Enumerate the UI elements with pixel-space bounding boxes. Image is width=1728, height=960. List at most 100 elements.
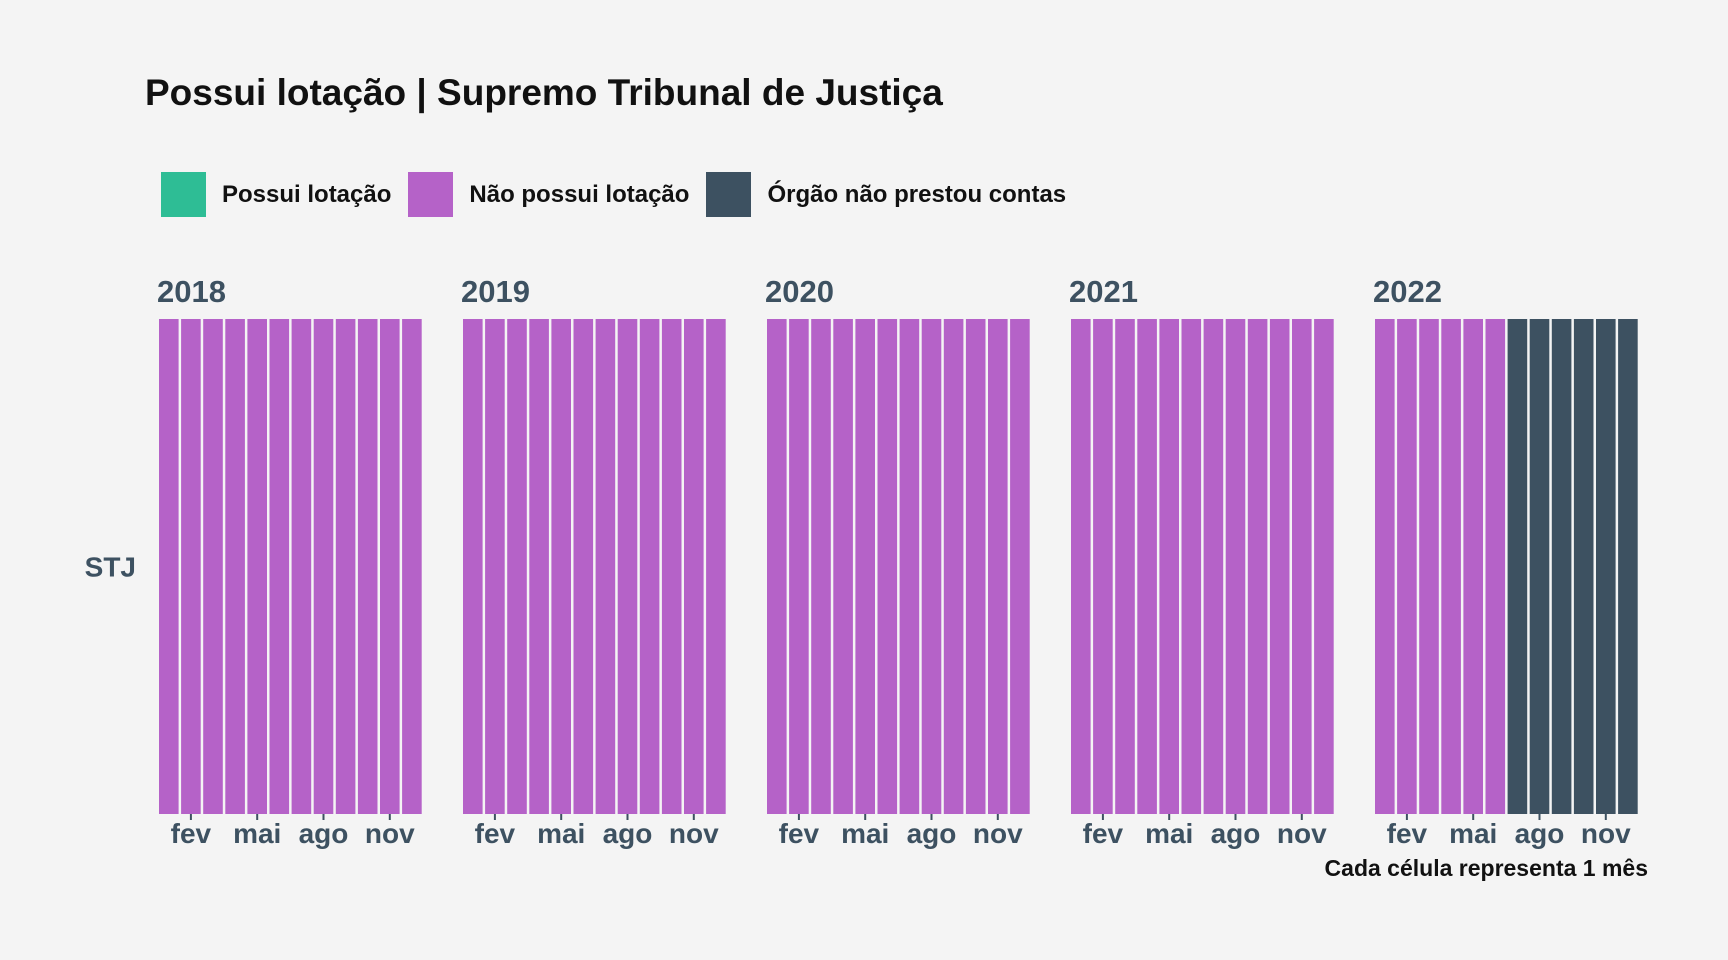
heatmap-cell: 2018 jun: Não possui lotação [269, 319, 290, 814]
heatmap-cell: 2018 out: Não possui lotação [357, 319, 378, 814]
x-tick-label: mai [1145, 818, 1193, 849]
x-tick-label: nov [669, 818, 719, 849]
legend-item-possui-lotacao: Possui lotação [161, 172, 391, 217]
x-tick-label: ago [603, 818, 653, 849]
heatmap-cell: 2021 out: Não possui lotação [1269, 319, 1290, 814]
heatmap-cell: 2020 out: Não possui lotação [965, 319, 986, 814]
legend-swatch [706, 172, 752, 217]
panel-year-label: 2018 [157, 274, 226, 309]
panel-2018: 2018 2018 jan: Não possui lotação2018 fev… [157, 274, 422, 849]
heatmap-cell: 2020 abr: Não possui lotação [833, 319, 853, 814]
heatmap-cell: 2019 set: Não possui lotação [639, 319, 660, 814]
heatmap-cell: 2021 jun: Não possui lotação [1181, 319, 1202, 814]
x-tick-label: fev [779, 818, 820, 849]
panel-2020: 2020 2020 jan: Não possui lotação2020 fev… [765, 274, 1030, 849]
panel-2021: 2021 2021 jan: Não possui lotação2021 fev… [1069, 274, 1334, 849]
row-label: STJ [85, 552, 136, 583]
chart-caption: Cada célula representa 1 mês [1324, 855, 1648, 881]
x-tick-label: mai [1449, 818, 1497, 849]
x-tick-label: fev [1387, 818, 1428, 849]
heatmap-cell: 2018 jul: Não possui lotação [291, 319, 312, 814]
heatmap-cell: 2022 dez: Órgão não prestou contas [1618, 319, 1638, 814]
heatmap-cell: 2018 set: Não possui lotação [335, 319, 356, 814]
heatmap-cell: 2021 mar: Não possui lotação [1115, 319, 1135, 814]
x-tick-label: nov [1581, 818, 1631, 849]
heatmap-cell: 2021 jul: Não possui lotação [1203, 319, 1224, 814]
heatmap-cell: 2022 out: Órgão não prestou contas [1573, 319, 1594, 814]
heatmap-cell: 2020 jun: Não possui lotação [877, 319, 898, 814]
heatmap-cell: 2020 fev: Não possui lotação [789, 319, 809, 814]
heatmap-cell: 2021 nov: Não possui lotação [1292, 319, 1312, 814]
heatmap-cell: 2018 fev: Não possui lotação [181, 319, 201, 814]
heatmap-cell: 2020 dez: Não possui lotação [1010, 319, 1030, 814]
heatmap-cell: 2020 mai: Não possui lotação [855, 319, 875, 814]
panel-year-label: 2022 [1373, 274, 1442, 309]
heatmap-cell: 2018 dez: Não possui lotação [402, 319, 422, 814]
panel-2022: 2022 2022 jan: Não possui lotação2022 fev… [1373, 274, 1638, 849]
x-tick-label: mai [841, 818, 889, 849]
heatmap-cell: 2019 dez: Não possui lotação [706, 319, 726, 814]
heatmap-cell: 2020 jul: Não possui lotação [899, 319, 920, 814]
x-tick-label: nov [1277, 818, 1327, 849]
heatmap-cell: 2020 mar: Não possui lotação [811, 319, 831, 814]
heatmap-cell: 2022 nov: Órgão não prestou contas [1596, 319, 1616, 814]
heatmap-cell: 2019 fev: Não possui lotação [485, 319, 505, 814]
x-tick-label: ago [907, 818, 957, 849]
heatmap-cell: 2021 abr: Não possui lotação [1137, 319, 1157, 814]
legend-label: Não possui lotação [469, 180, 690, 208]
heatmap-cell: 2021 jan: Não possui lotação [1071, 319, 1091, 814]
heatmap-cell: 2018 mai: Não possui lotação [247, 319, 267, 814]
x-tick-label: fev [475, 818, 516, 849]
heatmap-cell: 2022 mar: Não possui lotação [1419, 319, 1439, 814]
heatmap-cell: 2021 mai: Não possui lotação [1159, 319, 1179, 814]
x-tick-label: mai [537, 818, 585, 849]
heatmap-cell: 2018 jan: Não possui lotação [159, 319, 179, 814]
x-tick-label: ago [1211, 818, 1261, 849]
legend-swatch [408, 172, 454, 217]
heatmap-cell: 2021 ago: Não possui lotação [1225, 319, 1246, 814]
x-tick-label: mai [233, 818, 281, 849]
x-tick-label: ago [299, 818, 349, 849]
panel-year-label: 2021 [1069, 274, 1138, 309]
heatmap-cell: 2021 dez: Não possui lotação [1314, 319, 1334, 814]
chart-title: Possui lotação | Supremo Tribunal de Jus… [145, 72, 943, 113]
legend-item-orgao-nao-prestou-contas: Órgão não prestou contas [706, 172, 1066, 217]
x-tick-label: fev [1083, 818, 1124, 849]
heatmap-cell: 2022 jul: Órgão não prestou contas [1507, 319, 1528, 814]
x-tick-label: ago [1515, 818, 1565, 849]
heatmap-cell: 2018 ago: Não possui lotação [313, 319, 334, 814]
legend: Possui lotação Não possui lotação Órgão … [161, 172, 1083, 217]
heatmap-cell: 2020 jan: Não possui lotação [767, 319, 787, 814]
x-tick-label: fev [171, 818, 212, 849]
legend-swatch [161, 172, 206, 217]
heatmap-cell: 2019 nov: Não possui lotação [684, 319, 704, 814]
heatmap-cell: 2019 out: Não possui lotação [661, 319, 682, 814]
heatmap-cell: 2021 fev: Não possui lotação [1093, 319, 1113, 814]
heatmap-cell: 2022 fev: Não possui lotação [1397, 319, 1417, 814]
heatmap-cell: 2020 set: Não possui lotação [943, 319, 964, 814]
legend-item-nao-possui-lotacao: Não possui lotação [408, 172, 689, 217]
heatmap-cell: 2020 nov: Não possui lotação [988, 319, 1008, 814]
heatmap-cell: 2018 mar: Não possui lotação [203, 319, 223, 814]
x-tick-label: nov [973, 818, 1023, 849]
panel-2019: 2019 2019 jan: Não possui lotação2019 fev… [461, 274, 726, 849]
panel-year-label: 2019 [461, 274, 530, 309]
heatmap-cell: 2022 ago: Órgão não prestou contas [1529, 319, 1550, 814]
heatmap-cell: 2022 jun: Não possui lotação [1485, 319, 1506, 814]
heatmap-cell: 2019 jul: Não possui lotação [595, 319, 616, 814]
heatmap-cell: 2022 set: Órgão não prestou contas [1551, 319, 1572, 814]
legend-label: Possui lotação [222, 180, 392, 208]
x-tick-label: nov [365, 818, 415, 849]
heatmap-cell: 2019 mai: Não possui lotação [551, 319, 571, 814]
heatmap-cell: 2018 nov: Não possui lotação [380, 319, 400, 814]
heatmap-cell: 2019 mar: Não possui lotação [507, 319, 527, 814]
heatmap-cell: 2021 set: Não possui lotação [1247, 319, 1268, 814]
heatmap-cell: 2022 jan: Não possui lotação [1375, 319, 1395, 814]
heatmap-cell: 2022 mai: Não possui lotação [1463, 319, 1483, 814]
legend-label: Órgão não prestou contas [767, 180, 1067, 208]
heatmap-cell: 2019 jun: Não possui lotação [573, 319, 594, 814]
heatmap-cell: 2018 abr: Não possui lotação [225, 319, 245, 814]
panel-year-label: 2020 [765, 274, 834, 309]
heatmap-cell: 2020 ago: Não possui lotação [921, 319, 942, 814]
